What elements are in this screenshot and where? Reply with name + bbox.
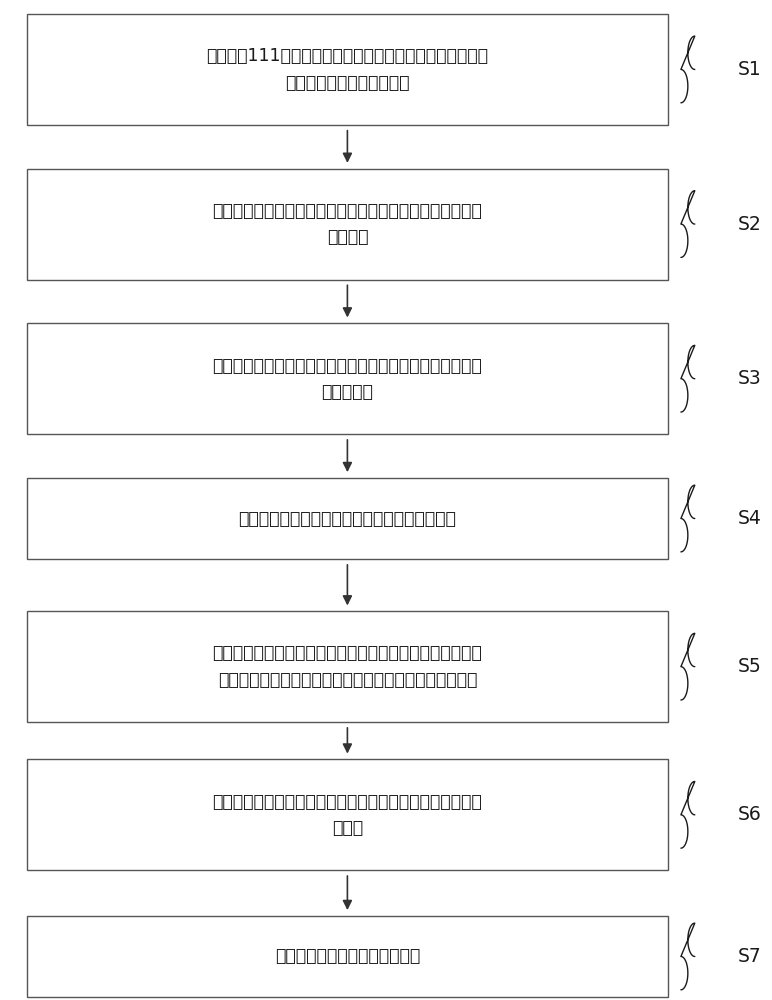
Text: 提供一（111）单硅片，采用离子注入的方法在单硅片上制
作压力敏感电阻和参考电阻: 提供一（111）单硅片，采用离子注入的方法在单硅片上制 作压力敏感电阻和参考电阻 — [206, 47, 489, 92]
Text: S2: S2 — [737, 215, 761, 234]
Bar — [27, 169, 668, 280]
Text: 在形成有压力敏感电阻和参考电阻的单硅片表面制作表面钝
化保护层: 在形成有压力敏感电阻和参考电阻的单硅片表面制作表面钝 化保护层 — [212, 202, 482, 246]
Text: S4: S4 — [737, 509, 761, 528]
Text: 利用湿法刻蚀工艺横向腐蚀单硅片，释放第一悬臂梁和第二
悬臂梁: 利用湿法刻蚀工艺横向腐蚀单硅片，释放第一悬臂梁和第二 悬臂梁 — [212, 793, 482, 837]
Text: S6: S6 — [737, 805, 761, 824]
Bar — [27, 759, 668, 870]
Text: S3: S3 — [737, 369, 761, 388]
Bar — [27, 323, 668, 434]
Text: 利用反应离子刻蚀工艺去除释放窗口底部的钝化保护层，利
用硅深度反应离子刻蚀工艺刻蚀出悬臂梁的释放牺牲间隙: 利用反应离子刻蚀工艺去除释放窗口底部的钝化保护层，利 用硅深度反应离子刻蚀工艺刻… — [212, 644, 482, 689]
Text: 利用两步硅深度反应离子刻蚀工艺在单硅片上间隔的制作多
个释放窗口: 利用两步硅深度反应离子刻蚀工艺在单硅片上间隔的制作多 个释放窗口 — [212, 357, 482, 401]
Bar — [27, 611, 668, 722]
Text: S7: S7 — [737, 947, 761, 966]
Text: 制作引线孔，并形成引线和焊盘: 制作引线孔，并形成引线和焊盘 — [275, 947, 420, 965]
Text: S5: S5 — [737, 657, 761, 676]
Bar — [27, 14, 668, 125]
Bar — [27, 916, 668, 997]
Bar — [27, 478, 668, 559]
Text: S1: S1 — [737, 60, 761, 79]
Text: 在释放窗口内沉积钝化材料作为侧壁钝化保护层: 在释放窗口内沉积钝化材料作为侧壁钝化保护层 — [239, 510, 456, 528]
